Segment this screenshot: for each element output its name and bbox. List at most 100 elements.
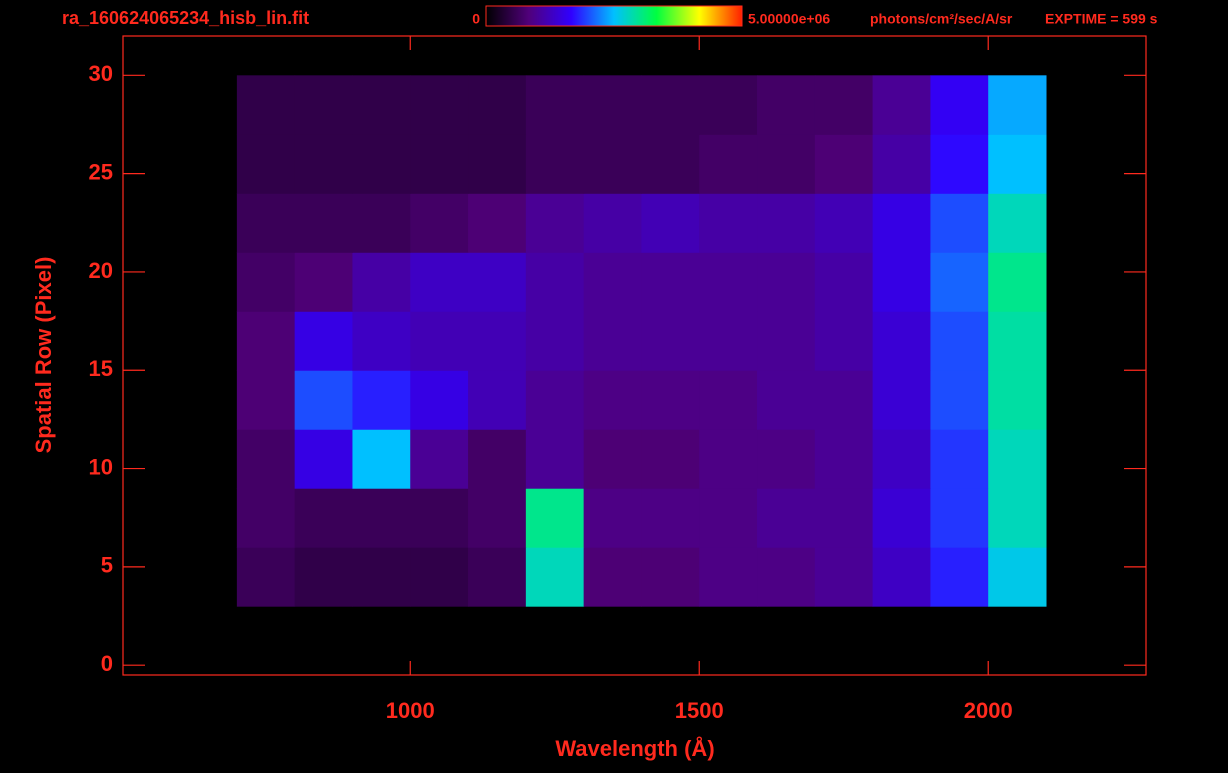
- heatmap-cell: [988, 193, 1047, 253]
- colorbar: [485, 5, 743, 27]
- heatmap-cell: [641, 311, 700, 371]
- heatmap-cell: [641, 429, 700, 489]
- heatmap-cell: [641, 488, 700, 548]
- heatmap-cell: [988, 488, 1047, 548]
- heatmap-cell: [468, 547, 527, 607]
- x-tick-label: 1500: [675, 698, 724, 723]
- colorbar-unit: photons/cm²/sec/A/sr: [870, 11, 1013, 27]
- y-tick-label: 30: [89, 61, 113, 86]
- heatmap-cell: [410, 134, 469, 194]
- heatmap-cell: [757, 193, 816, 253]
- heatmap-cell: [872, 75, 931, 135]
- heatmap-cell: [757, 75, 816, 135]
- heatmap-cell: [352, 547, 411, 607]
- heatmap-cell: [699, 75, 758, 135]
- y-tick-label: 0: [101, 651, 113, 676]
- heatmap-cell: [468, 311, 527, 371]
- heatmap-cell: [352, 252, 411, 312]
- heatmap-cell: [525, 429, 585, 489]
- heatmap-cell: [352, 370, 411, 430]
- heatmap-cell: [814, 370, 874, 430]
- heatmap-cell: [872, 429, 931, 489]
- heatmap-cell: [352, 134, 411, 194]
- heatmap-cell: [814, 75, 874, 135]
- heatmap-cell: [757, 134, 816, 194]
- heatmap-cell: [930, 134, 989, 194]
- heatmap-cell: [641, 252, 700, 312]
- heatmap-cell: [814, 252, 874, 312]
- heatmap-cell: [294, 547, 353, 607]
- heatmap-cell: [757, 311, 816, 371]
- heatmap-cell: [699, 311, 758, 371]
- heatmap-cell: [236, 370, 296, 430]
- heatmap-cell: [930, 193, 989, 253]
- heatmap-cell: [525, 311, 585, 371]
- heatmap-cell: [468, 488, 527, 548]
- heatmap-cell: [410, 252, 469, 312]
- heatmap-cell: [294, 429, 353, 489]
- heatmap-cell: [352, 311, 411, 371]
- heatmap-cell: [583, 252, 642, 312]
- heatmap-cell: [410, 429, 469, 489]
- heatmap-cell: [988, 370, 1047, 430]
- heatmap-cell: [814, 311, 874, 371]
- y-tick-label: 15: [89, 356, 113, 381]
- heatmap-cell: [872, 370, 931, 430]
- heatmap-cell: [583, 134, 642, 194]
- heatmap-cell: [525, 252, 585, 312]
- heatmap-cell: [641, 193, 700, 253]
- heatmap-cell: [583, 75, 642, 135]
- heatmap-cell: [930, 429, 989, 489]
- heatmap-cell: [641, 134, 700, 194]
- heatmap-cell: [988, 75, 1047, 135]
- heatmap-cell: [872, 252, 931, 312]
- heatmap-cell: [757, 547, 816, 607]
- heatmap-cell: [468, 134, 527, 194]
- heatmap-cell: [930, 252, 989, 312]
- heatmap-cell: [236, 75, 296, 135]
- heatmap-cell: [699, 547, 758, 607]
- heatmap-cell: [525, 75, 585, 135]
- heatmap-cell: [757, 429, 816, 489]
- heatmap-cell: [757, 252, 816, 312]
- y-tick-label: 10: [89, 454, 113, 479]
- plot-frame: [122, 35, 1147, 676]
- y-tick-label: 25: [89, 159, 113, 184]
- heatmap-cell: [294, 311, 353, 371]
- heatmap-cell: [236, 547, 296, 607]
- heatmap-cell: [583, 370, 642, 430]
- heatmap-cell: [294, 252, 353, 312]
- x-tick-label: 1000: [386, 698, 435, 723]
- heatmap-cell: [930, 488, 989, 548]
- heatmap-cell: [814, 547, 874, 607]
- heatmap-cell: [294, 134, 353, 194]
- heatmap-cell: [641, 75, 700, 135]
- heatmap-cell: [410, 547, 469, 607]
- y-tick-label: 20: [89, 258, 113, 283]
- heatmap-cell: [410, 370, 469, 430]
- y-axis-label: Spatial Row (Pixel): [31, 257, 56, 454]
- x-axis-label: Wavelength (Å): [555, 735, 714, 761]
- heatmap-cell: [583, 193, 642, 253]
- heatmap-cell: [352, 488, 411, 548]
- heatmap-cell: [410, 311, 469, 371]
- heatmap-cell: [872, 547, 931, 607]
- heatmap-cell: [988, 429, 1047, 489]
- heatmap-cell: [988, 311, 1047, 371]
- heatmap-cell: [872, 488, 931, 548]
- heatmap-cell: [410, 488, 469, 548]
- heatmap-cell: [236, 193, 296, 253]
- heatmap-cell: [583, 311, 642, 371]
- chart-title: ra_160624065234_hisb_lin.fit: [62, 8, 309, 28]
- heatmap-cell: [930, 75, 989, 135]
- x-tick-label: 2000: [964, 698, 1013, 723]
- heatmap-cell: [988, 134, 1047, 194]
- heatmap-cell: [236, 252, 296, 312]
- heatmap-cell: [641, 547, 700, 607]
- heatmap-cell: [930, 311, 989, 371]
- heatmap-cell: [814, 488, 874, 548]
- heatmap-cell: [236, 134, 296, 194]
- heatmap-cell: [525, 134, 585, 194]
- heatmap-cell: [757, 370, 816, 430]
- heatmap-cell: [236, 311, 296, 371]
